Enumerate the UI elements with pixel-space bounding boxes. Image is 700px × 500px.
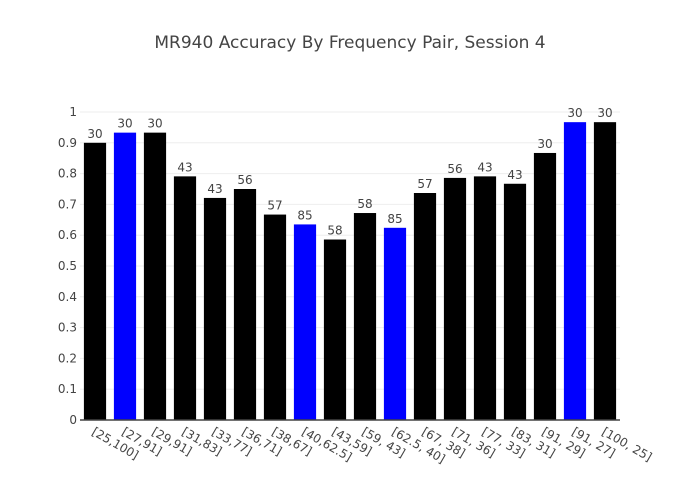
y-tick-label: 0.5	[58, 259, 77, 273]
bar[interactable]	[383, 227, 407, 420]
y-tick-label: 0.2	[58, 351, 77, 365]
bar[interactable]	[143, 132, 167, 421]
bar[interactable]	[353, 213, 377, 420]
bar-data-label: 57	[267, 199, 282, 213]
bar-data-label: 43	[477, 160, 492, 174]
bar[interactable]	[113, 132, 137, 421]
bar-data-label: 30	[537, 137, 552, 151]
y-tick-label: 1	[69, 105, 77, 119]
bar[interactable]	[323, 239, 347, 420]
bar-data-label: 85	[297, 208, 312, 222]
bar[interactable]	[83, 142, 107, 421]
bar-data-label: 30	[117, 117, 132, 131]
bar-data-label: 56	[447, 162, 462, 176]
bar-data-label: 57	[417, 177, 432, 191]
bar-data-label: 43	[207, 182, 222, 196]
bar-data-label: 43	[177, 160, 192, 174]
y-tick-label: 0.3	[58, 321, 77, 335]
bar-data-label: 30	[147, 117, 162, 131]
bar[interactable]	[413, 193, 437, 420]
y-tick-label: 0.1	[58, 382, 77, 396]
bar-data-label: 43	[507, 168, 522, 182]
bar[interactable]	[293, 224, 317, 420]
y-tick-label: 0.7	[58, 197, 77, 211]
bar[interactable]	[173, 176, 197, 420]
y-tick-label: 0.9	[58, 136, 77, 150]
chart-title: MR940 Accuracy By Frequency Pair, Sessio…	[154, 33, 546, 53]
y-tick-label: 0.6	[58, 228, 77, 242]
bar-data-label: 58	[327, 224, 342, 238]
bar-data-label: 30	[567, 106, 582, 120]
bar[interactable]	[503, 183, 527, 420]
y-tick-label: 0.4	[58, 290, 77, 304]
y-tick-label: 0.8	[58, 167, 77, 181]
bar[interactable]	[563, 122, 587, 420]
bar-data-label: 56	[237, 173, 252, 187]
bar-data-label: 30	[87, 127, 102, 141]
y-tick-label: 0	[69, 413, 77, 427]
bar-data-label: 58	[357, 197, 372, 211]
bar[interactable]	[593, 122, 617, 420]
bar[interactable]	[263, 214, 287, 420]
bar-data-label: 85	[387, 212, 402, 226]
bar[interactable]	[233, 189, 257, 420]
bar[interactable]	[533, 152, 557, 421]
bar[interactable]	[473, 176, 497, 420]
bar[interactable]	[443, 177, 467, 420]
bar[interactable]	[203, 197, 227, 420]
bar-data-label: 30	[597, 106, 612, 120]
